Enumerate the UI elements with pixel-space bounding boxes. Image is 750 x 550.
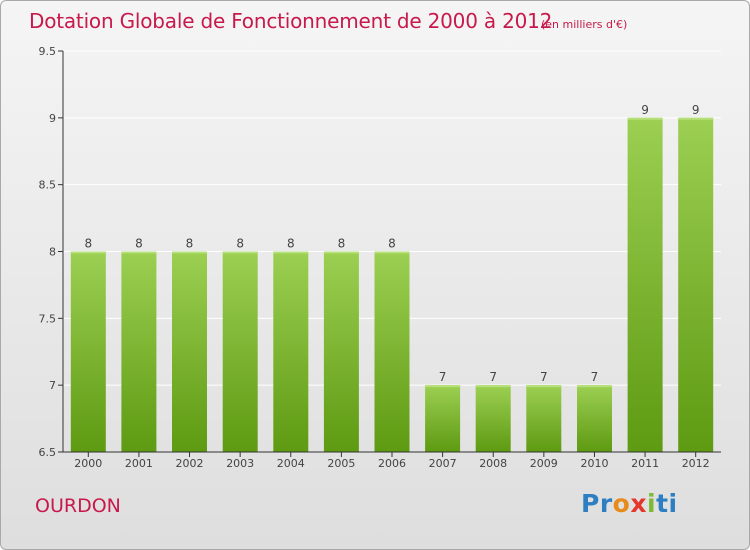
chart-unit: (en milliers d'€) [541, 18, 628, 31]
x-tick-label: 2006 [378, 457, 406, 470]
bar-top-edge [526, 385, 562, 388]
y-tick-label: 7.5 [39, 312, 57, 325]
bar-2002 [172, 251, 207, 452]
logo-part: i [646, 489, 657, 518]
bar-2007 [425, 385, 461, 452]
y-tick-label: 7 [49, 379, 56, 392]
bar-top-edge [121, 251, 157, 254]
bar-top-edge [425, 385, 461, 388]
bar-2008 [475, 385, 511, 452]
data-label-2008: 7 [489, 370, 497, 384]
bars [70, 117, 714, 453]
proxiti-logo[interactable]: Proxiti [581, 489, 678, 518]
bar-top-edge [678, 117, 714, 120]
data-label-2006: 8 [388, 237, 396, 251]
commune-name: OURDON [35, 495, 121, 517]
x-tick-label: 2007 [429, 457, 457, 470]
bar-2003 [222, 251, 258, 452]
logo-part: Pr [581, 489, 613, 518]
y-tick-label: 9 [49, 112, 56, 125]
bar-top-edge [222, 251, 258, 254]
bar-2004 [273, 251, 309, 452]
logo-part: x [630, 489, 647, 518]
logo-part: o [612, 489, 631, 518]
chart-title: Dotation Globale de Fonctionnement de 20… [29, 9, 553, 33]
x-tick-label: 2005 [327, 457, 355, 470]
bar-2012 [678, 117, 714, 453]
x-tick-label: 2003 [226, 457, 254, 470]
bar-top-edge [374, 251, 410, 254]
logo-part: ti [656, 489, 678, 518]
bar-2001 [121, 251, 157, 452]
bar-top-edge [475, 385, 511, 388]
bar-top-edge [577, 385, 612, 388]
y-tick-label: 8.5 [39, 179, 57, 192]
data-label-2011: 9 [641, 103, 649, 117]
data-label-2010: 7 [591, 370, 599, 384]
y-tick-label: 6.5 [39, 446, 57, 459]
bar-top-edge [70, 251, 106, 254]
x-tick-label: 2004 [277, 457, 305, 470]
x-tick-label: 2001 [125, 457, 153, 470]
data-label-2012: 9 [692, 103, 700, 117]
bar-top-edge [172, 251, 207, 254]
bar-2011 [627, 117, 663, 453]
bar-top-edge [273, 251, 309, 254]
bar-2000 [70, 251, 106, 452]
bar-2009 [526, 385, 562, 452]
data-label-2002: 8 [186, 237, 194, 251]
data-label-2001: 8 [135, 237, 143, 251]
bar-2005 [323, 251, 359, 452]
axes [58, 50, 721, 457]
labels: 6.5 7 7.5 8 8.5 9 9.5 8 2000 8 2001 8 2002 8 2003 8 2004… [39, 45, 710, 470]
x-tick-label: 2010 [581, 457, 609, 470]
x-tick-label: 2008 [479, 457, 507, 470]
data-label-2007: 7 [439, 370, 447, 384]
x-tick-label: 2002 [176, 457, 204, 470]
data-label-2004: 8 [287, 237, 295, 251]
data-label-2000: 8 [84, 237, 92, 251]
bar-top-edge [627, 117, 663, 120]
data-label-2005: 8 [338, 237, 346, 251]
bar-2006 [374, 251, 410, 452]
bar-2010 [577, 385, 612, 452]
y-tick-label: 9.5 [39, 45, 57, 58]
bar-top-edge [323, 251, 359, 254]
x-tick-label: 2011 [631, 457, 659, 470]
data-label-2003: 8 [236, 237, 244, 251]
y-tick-label: 8 [49, 246, 56, 259]
x-tick-label: 2012 [682, 457, 710, 470]
data-label-2009: 7 [540, 370, 548, 384]
x-tick-label: 2000 [74, 457, 102, 470]
x-tick-label: 2009 [530, 457, 558, 470]
